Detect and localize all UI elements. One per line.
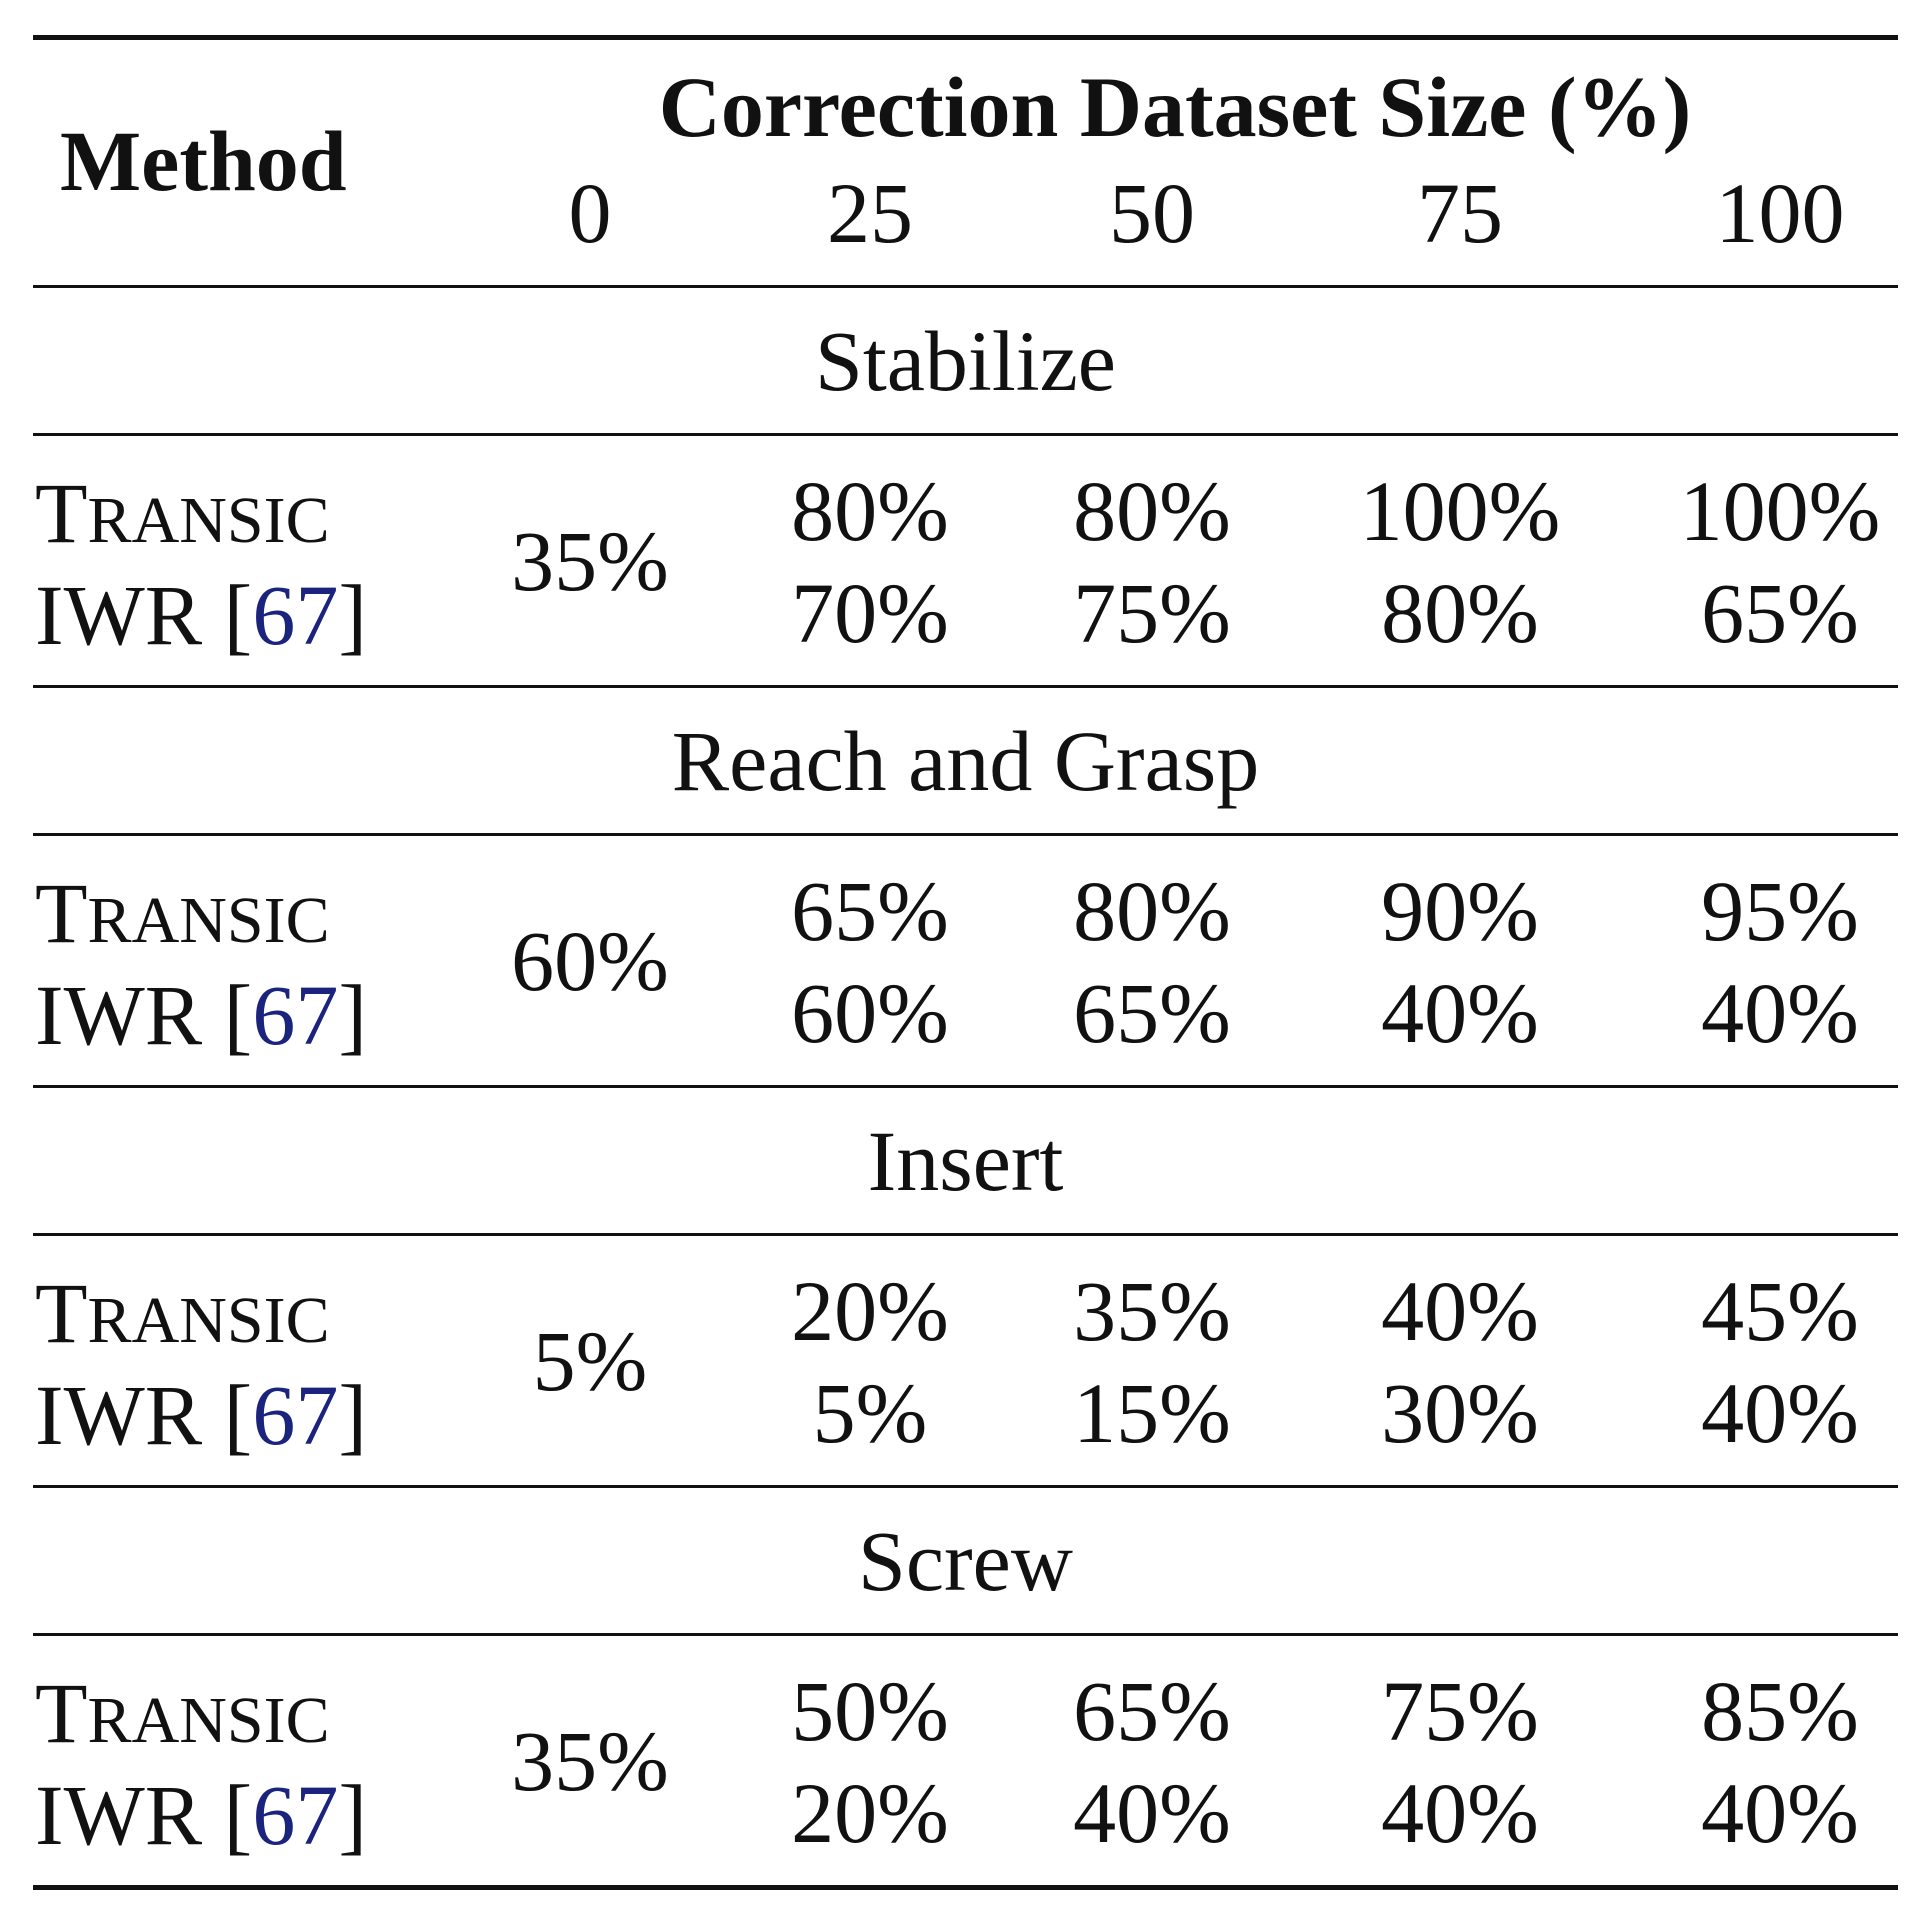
- iwr-prefix: IWR [: [35, 967, 253, 1063]
- section-rule: [33, 1233, 1898, 1236]
- screw-iwr-25: 20%: [791, 1765, 949, 1861]
- transic-smallcaps: RANSIC: [87, 1684, 330, 1757]
- header-rule: [33, 285, 1898, 288]
- section-title-screw: Screw: [858, 1513, 1073, 1609]
- section-title-insert: Insert: [867, 1113, 1064, 1209]
- screw-transic-100: 85%: [1701, 1663, 1859, 1759]
- reach-grasp-transic-25: 65%: [791, 863, 949, 959]
- reach-grasp-transic-100: 95%: [1701, 863, 1859, 959]
- reach-grasp-iwr-100: 40%: [1701, 965, 1859, 1061]
- method-transic: TRANSIC: [35, 870, 330, 956]
- screw-iwr-75: 40%: [1381, 1765, 1539, 1861]
- insert-iwr-100: 40%: [1701, 1365, 1859, 1461]
- screw-transic-25: 50%: [791, 1663, 949, 1759]
- stabilize-transic-50: 80%: [1073, 463, 1231, 559]
- method-column-header: Method: [60, 113, 347, 209]
- iwr-citation-link[interactable]: 67: [252, 967, 339, 1063]
- reach-grasp-transic-50: 80%: [1073, 863, 1231, 959]
- iwr-prefix: IWR [: [35, 1367, 253, 1463]
- section-rule: [33, 1485, 1898, 1488]
- section-rule: [33, 433, 1898, 436]
- stabilize-transic-25: 80%: [791, 463, 949, 559]
- iwr-suffix: ]: [338, 567, 367, 663]
- column-header-50: 50: [1109, 165, 1195, 261]
- iwr-citation-link[interactable]: 67: [252, 1367, 339, 1463]
- transic-initial: T: [35, 865, 88, 961]
- section-title-reach-and-grasp: Reach and Grasp: [671, 713, 1260, 809]
- column-header-75: 75: [1417, 165, 1503, 261]
- stabilize-iwr-25: 70%: [791, 565, 949, 661]
- iwr-citation-link[interactable]: 67: [252, 1767, 339, 1863]
- transic-smallcaps: RANSIC: [87, 884, 330, 957]
- method-iwr: IWR [67]: [35, 972, 367, 1058]
- screw-transic-50: 65%: [1073, 1663, 1231, 1759]
- method-transic: TRANSIC: [35, 1670, 330, 1756]
- method-iwr: IWR [67]: [35, 1772, 367, 1858]
- method-transic: TRANSIC: [35, 470, 330, 556]
- iwr-citation-link[interactable]: 67: [252, 567, 339, 663]
- section-rule: [33, 1085, 1898, 1088]
- screw-iwr-100: 40%: [1701, 1765, 1859, 1861]
- reach-grasp-iwr-25: 60%: [791, 965, 949, 1061]
- insert-shared-0: 5%: [532, 1313, 648, 1409]
- section-rule: [33, 1633, 1898, 1636]
- top-rule: [33, 35, 1898, 40]
- iwr-prefix: IWR [: [35, 1767, 253, 1863]
- reach-grasp-transic-75: 90%: [1381, 863, 1539, 959]
- insert-transic-25: 20%: [791, 1263, 949, 1359]
- stabilize-iwr-100: 65%: [1701, 565, 1859, 661]
- insert-iwr-50: 15%: [1073, 1365, 1231, 1461]
- section-rule: [33, 833, 1898, 836]
- transic-smallcaps: RANSIC: [87, 1284, 330, 1357]
- transic-initial: T: [35, 1265, 88, 1361]
- iwr-suffix: ]: [338, 1367, 367, 1463]
- stabilize-transic-100: 100%: [1679, 463, 1881, 559]
- reach-grasp-iwr-50: 65%: [1073, 965, 1231, 1061]
- method-transic: TRANSIC: [35, 1270, 330, 1356]
- column-header-25: 25: [827, 165, 913, 261]
- reach-grasp-shared-0: 60%: [511, 913, 669, 1009]
- section-title-stabilize: Stabilize: [815, 313, 1116, 409]
- column-header-0: 0: [568, 165, 612, 261]
- stabilize-transic-75: 100%: [1359, 463, 1561, 559]
- stabilize-iwr-75: 80%: [1381, 565, 1539, 661]
- transic-smallcaps: RANSIC: [87, 484, 330, 557]
- iwr-suffix: ]: [338, 967, 367, 1063]
- section-rule: [33, 685, 1898, 688]
- method-iwr: IWR [67]: [35, 572, 367, 658]
- transic-initial: T: [35, 465, 88, 561]
- insert-transic-100: 45%: [1701, 1263, 1859, 1359]
- insert-transic-75: 40%: [1381, 1263, 1539, 1359]
- column-header-100: 100: [1715, 165, 1845, 261]
- correction-dataset-size-header: Correction Dataset Size (%): [658, 59, 1692, 155]
- reach-grasp-iwr-75: 40%: [1381, 965, 1539, 1061]
- transic-initial: T: [35, 1665, 88, 1761]
- insert-transic-50: 35%: [1073, 1263, 1231, 1359]
- stabilize-iwr-50: 75%: [1073, 565, 1231, 661]
- method-iwr: IWR [67]: [35, 1372, 367, 1458]
- screw-transic-75: 75%: [1381, 1663, 1539, 1759]
- iwr-suffix: ]: [338, 1767, 367, 1863]
- insert-iwr-75: 30%: [1381, 1365, 1539, 1461]
- screw-iwr-50: 40%: [1073, 1765, 1231, 1861]
- screw-shared-0: 35%: [511, 1713, 669, 1809]
- stabilize-shared-0: 35%: [511, 513, 669, 609]
- iwr-prefix: IWR [: [35, 567, 253, 663]
- bottom-rule: [33, 1885, 1898, 1890]
- insert-iwr-25: 5%: [812, 1365, 928, 1461]
